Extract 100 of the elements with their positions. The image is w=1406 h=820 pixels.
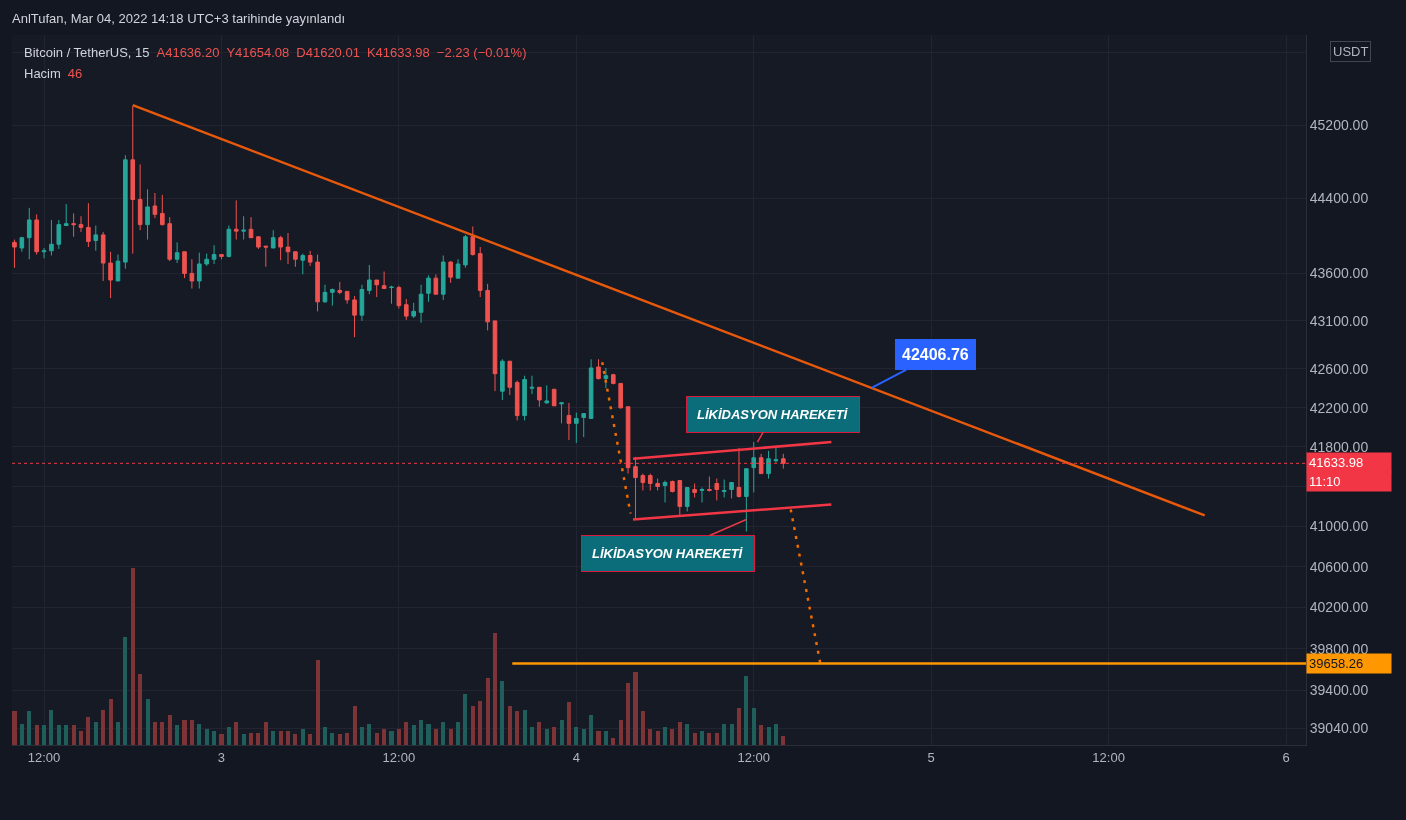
bar xyxy=(537,722,541,745)
candlestick xyxy=(381,271,387,290)
bar xyxy=(123,637,127,745)
annotation: A41636.20 xyxy=(156,45,220,61)
candlestick xyxy=(137,163,143,231)
candlestick xyxy=(359,284,365,322)
candlestick xyxy=(219,254,224,260)
x-tick-label: 3 xyxy=(217,749,226,765)
bar xyxy=(759,725,763,745)
candlestick xyxy=(440,255,446,301)
bar xyxy=(515,711,519,745)
bar xyxy=(626,683,630,745)
candlestick xyxy=(374,279,380,298)
bar xyxy=(308,734,312,745)
bar xyxy=(419,720,423,745)
candlestick xyxy=(293,251,298,268)
ref-line-label: 41633.98 xyxy=(1309,455,1364,470)
candlestick xyxy=(559,402,564,424)
bar xyxy=(589,715,593,745)
candlestick xyxy=(522,375,527,421)
bar xyxy=(604,731,608,745)
x-tick-label: 12:00 xyxy=(382,749,416,765)
bar xyxy=(781,736,785,745)
x-tick-label: 12:00 xyxy=(1092,749,1125,765)
candlestick xyxy=(751,441,757,493)
y-tick-label: 40600.00 xyxy=(1309,558,1369,575)
bar xyxy=(286,731,290,745)
text: 11:10 xyxy=(1309,474,1341,489)
bar xyxy=(700,731,704,745)
bar xyxy=(375,733,379,745)
y-tick-label: 39800.00 xyxy=(1309,640,1369,657)
y-tick-label: 39400.00 xyxy=(1309,682,1369,699)
candlestick xyxy=(226,225,232,258)
chart-title: Hacim xyxy=(24,66,61,82)
candlestick xyxy=(507,360,513,396)
bar xyxy=(389,731,394,745)
candlestick xyxy=(537,386,542,408)
bar xyxy=(353,706,357,745)
candlestick xyxy=(514,380,520,421)
candlestick xyxy=(618,382,623,410)
bar xyxy=(27,711,31,745)
text: 39658.26 xyxy=(1309,656,1364,671)
candlestick xyxy=(263,245,269,268)
candlestick xyxy=(426,274,431,303)
candlestick xyxy=(123,154,128,270)
bar xyxy=(323,727,327,745)
bar xyxy=(574,727,578,745)
candlestick xyxy=(300,253,306,275)
y-tick-label: 41000.00 xyxy=(1309,518,1369,535)
candlestick xyxy=(204,253,209,267)
candlestick xyxy=(19,236,25,253)
bar xyxy=(715,733,719,745)
y-tick-label: 40200.00 xyxy=(1309,599,1369,616)
x-tick-label: 5 xyxy=(927,749,935,765)
candlestick xyxy=(729,482,734,499)
bar xyxy=(567,702,571,745)
y-tick-label: 42200.00 xyxy=(1309,399,1369,416)
bar xyxy=(190,720,194,745)
bar xyxy=(382,729,386,745)
candlestick xyxy=(63,203,69,227)
bar xyxy=(500,681,504,745)
text: Bitcoin / TetherUS, 15 xyxy=(24,45,150,61)
candlestick xyxy=(699,487,705,503)
candlestick xyxy=(344,290,350,305)
candlestick xyxy=(49,219,54,257)
bar xyxy=(493,633,497,745)
candlestick xyxy=(470,225,476,257)
candlestick xyxy=(566,402,572,441)
candlestick xyxy=(93,225,99,252)
bar xyxy=(545,729,549,745)
candlestick xyxy=(330,288,335,307)
bar xyxy=(234,722,238,745)
bar xyxy=(441,722,445,745)
bar xyxy=(478,701,482,745)
bar xyxy=(293,734,297,745)
x-tick-label: 4 xyxy=(572,749,580,765)
bar xyxy=(49,710,53,745)
candlestick xyxy=(485,283,490,331)
bar xyxy=(560,720,564,745)
candlestick xyxy=(692,483,697,498)
bar xyxy=(271,731,275,745)
bar xyxy=(131,568,135,745)
candlestick xyxy=(389,285,394,305)
bar xyxy=(227,727,231,745)
candlestick xyxy=(285,232,291,265)
candlestick xyxy=(337,281,343,295)
candlestick xyxy=(448,260,453,284)
candlestick xyxy=(241,215,246,241)
annotation: 42406.76 xyxy=(902,346,969,363)
bar xyxy=(596,731,601,745)
candlestick xyxy=(322,284,328,304)
bar xyxy=(641,711,645,745)
bar xyxy=(486,678,490,745)
candlestick xyxy=(12,239,17,269)
bar xyxy=(656,731,660,745)
candlestick xyxy=(160,194,165,227)
bar xyxy=(648,729,652,745)
bar xyxy=(101,710,105,745)
annotation: −2.23 (−0.01%) xyxy=(436,45,527,61)
bar xyxy=(175,725,179,745)
